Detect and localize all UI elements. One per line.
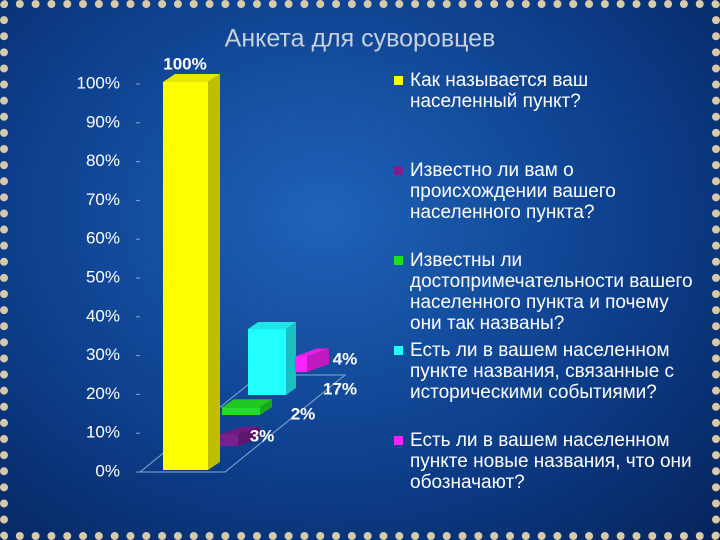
- bar-side: [307, 348, 329, 372]
- y-tick-label: 80%: [86, 151, 120, 170]
- y-tick-label: 20%: [86, 384, 120, 403]
- legend-swatch: [394, 76, 403, 85]
- y-tick-label: 40%: [86, 306, 120, 325]
- y-tick-label: 30%: [86, 345, 120, 364]
- chart-title: Анкета для суворовцев: [225, 25, 496, 53]
- bar-top: [222, 399, 272, 408]
- bar-top: [295, 348, 329, 357]
- data-label: 3%: [250, 426, 275, 445]
- bar-side: [286, 322, 296, 395]
- bar-side: [238, 426, 260, 446]
- legend-swatch: [394, 256, 403, 265]
- legend-entry: Известно ли вам о происхождении вашего н…: [410, 160, 616, 223]
- y-tick-label: 90%: [86, 112, 120, 131]
- y-tick-label: 60%: [86, 229, 120, 248]
- data-label: 17%: [323, 379, 357, 398]
- bar-side: [208, 74, 220, 470]
- bar-top: [163, 74, 220, 82]
- y-tick-label: 50%: [86, 267, 120, 286]
- bar: [163, 82, 208, 470]
- legend-entry: Известны ли достопримечательности вашего…: [410, 250, 693, 334]
- bar: [295, 356, 307, 372]
- legend-swatch: [394, 436, 403, 445]
- bar: [222, 407, 260, 415]
- data-label: 4%: [333, 349, 358, 368]
- bar-side: [260, 399, 272, 415]
- y-tick-label: 100%: [77, 73, 120, 92]
- bar-top: [248, 322, 296, 330]
- bar-top: [220, 426, 260, 435]
- legend-entry: Есть ли в вашем населенном пункте назван…: [410, 340, 675, 403]
- data-label: 2%: [291, 404, 316, 423]
- legend-entry: Как называется ваш населенный пункт?: [410, 70, 589, 112]
- y-tick-label: 0%: [95, 461, 120, 480]
- y-tick-label: 10%: [86, 423, 120, 442]
- y-tick-label: 70%: [86, 190, 120, 209]
- data-label: 100%: [163, 54, 206, 73]
- legend-swatch: [394, 166, 403, 175]
- bar: [220, 434, 238, 446]
- legend-swatch: [394, 346, 403, 355]
- legend-entry: Есть ли в вашем населенном пункте новые …: [410, 430, 692, 493]
- bar: [248, 329, 286, 395]
